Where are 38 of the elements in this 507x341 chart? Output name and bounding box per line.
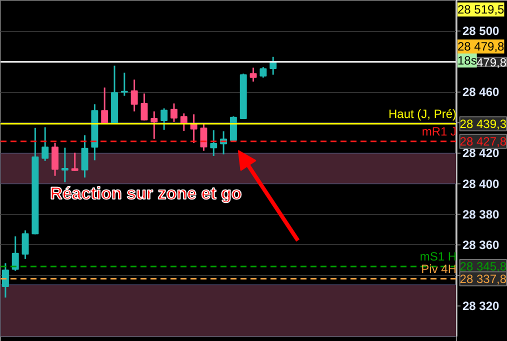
candlestick bbox=[81, 134, 88, 178]
candlestick bbox=[12, 236, 19, 272]
text: 28 337,8 bbox=[460, 272, 507, 286]
y-tick-label: 28 320 bbox=[462, 298, 500, 313]
candlestick bbox=[260, 66, 267, 78]
candlestick bbox=[200, 123, 208, 152]
candlestick bbox=[22, 230, 29, 260]
candlestick bbox=[120, 72, 128, 97]
y-tick-label: 28 380 bbox=[462, 207, 500, 222]
candlestick bbox=[250, 66, 257, 82]
y-tick-label: 28 400 bbox=[462, 176, 500, 191]
text: 28 519,5 bbox=[458, 2, 505, 16]
candlestick bbox=[150, 110, 158, 140]
y-tick-label: 28 420 bbox=[462, 146, 500, 160]
candlestick bbox=[170, 102, 178, 123]
y-tick-label: 28 460 bbox=[462, 85, 500, 100]
ref-line-label: mR1 J bbox=[422, 124, 456, 138]
candlestick bbox=[71, 152, 78, 172]
text: 28 479,8 bbox=[458, 40, 505, 54]
candlestick bbox=[190, 114, 198, 144]
candlestick bbox=[140, 92, 148, 122]
candlestick bbox=[160, 108, 168, 131]
candlestick bbox=[42, 126, 49, 162]
candlestick bbox=[130, 78, 138, 112]
text: 18s bbox=[458, 54, 477, 68]
ref-line-label: Haut (J, Pré) bbox=[388, 106, 457, 121]
annotation: Réaction sur zone et go bbox=[50, 184, 242, 203]
candlestick bbox=[210, 129, 218, 157]
candlestick bbox=[52, 142, 58, 177]
candlestick bbox=[101, 86, 108, 125]
text: 28 345,8 bbox=[460, 260, 507, 274]
text: 28 427,8 bbox=[460, 134, 507, 148]
text: 28 439,3 bbox=[460, 116, 507, 131]
y-tick-label: 28 500 bbox=[462, 24, 500, 38]
candlestick bbox=[2, 262, 9, 298]
candlestick bbox=[180, 112, 188, 132]
candlestick bbox=[61, 146, 68, 183]
y-tick-label: 28 360 bbox=[462, 238, 500, 252]
